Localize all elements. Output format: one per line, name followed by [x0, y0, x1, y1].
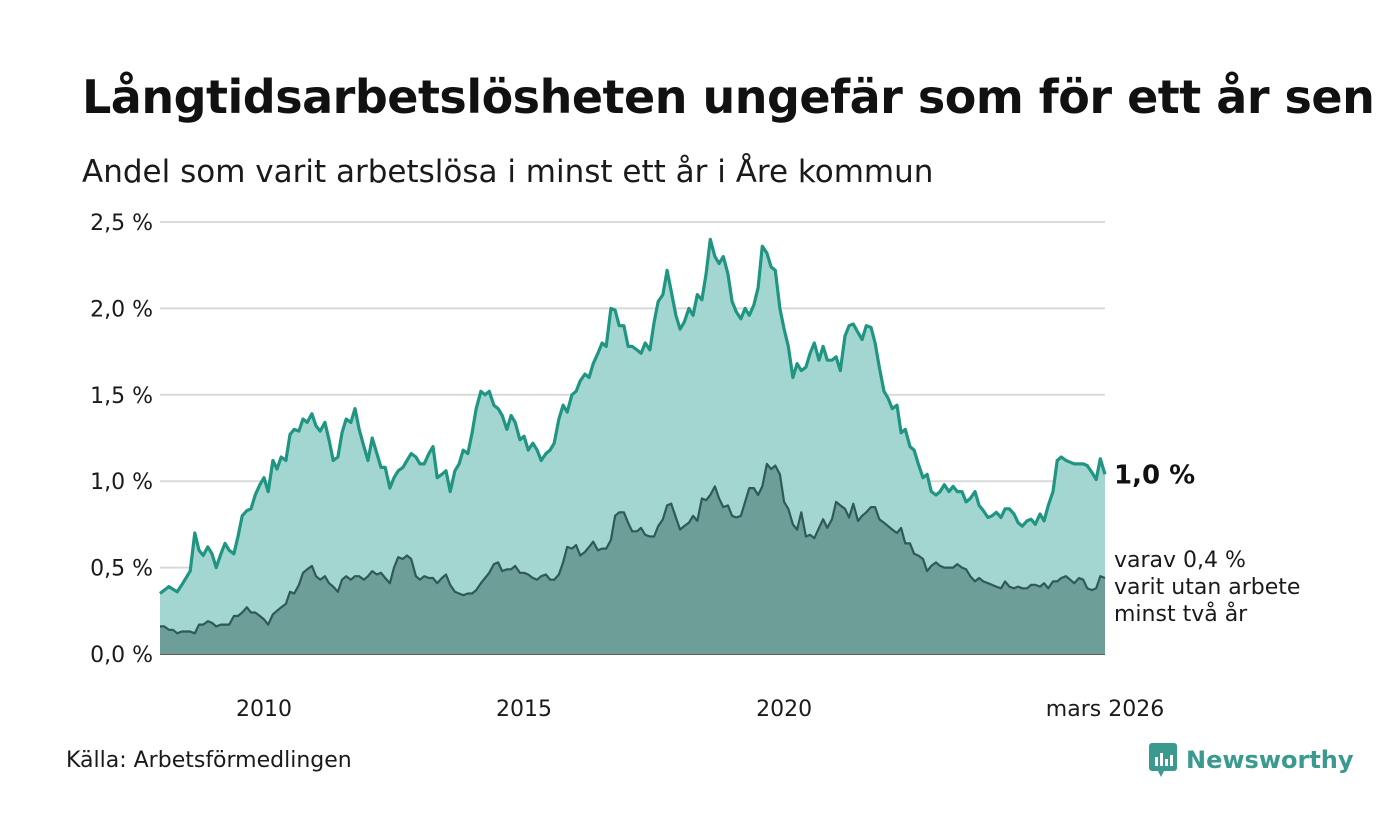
end-label-long-term-line: minst två år: [1114, 601, 1248, 627]
x-tick-label: 2015: [496, 697, 552, 722]
x-tick-label: 2020: [756, 697, 812, 722]
y-tick-label: 2,0 %: [90, 297, 153, 322]
chart-subtitle: Andel som varit arbetslösa i minst ett å…: [82, 154, 934, 190]
series-area-1: [160, 463, 1105, 654]
brand-name: Newsworthy: [1186, 746, 1354, 774]
source-note: Källa: Arbetsförmedlingen: [66, 748, 352, 773]
end-label-long-term-line: varav 0,4 %: [1114, 548, 1246, 573]
chart-title: Långtidsarbetslösheten ungefär som för e…: [82, 70, 1375, 124]
x-tick-label: mars 2026: [1046, 697, 1164, 722]
end-label-long-term-line: varit utan arbete: [1114, 575, 1300, 600]
y-tick-label: 0,5 %: [90, 557, 153, 582]
newsworthy-logo-icon: [1149, 743, 1177, 777]
end-label-total: 1,0 %: [1114, 460, 1195, 490]
x-tick-label: 2010: [236, 697, 292, 722]
series-line-0: [159, 237, 1107, 595]
brand-logo[interactable]: Newsworthy: [1148, 742, 1354, 778]
y-tick-label: 2,5 %: [90, 211, 153, 236]
series-line-1: [160, 462, 1106, 635]
y-tick-label: 1,5 %: [90, 384, 153, 409]
y-tick-label: 0,0 %: [90, 643, 153, 668]
y-tick-label: 1,0 %: [90, 470, 153, 495]
